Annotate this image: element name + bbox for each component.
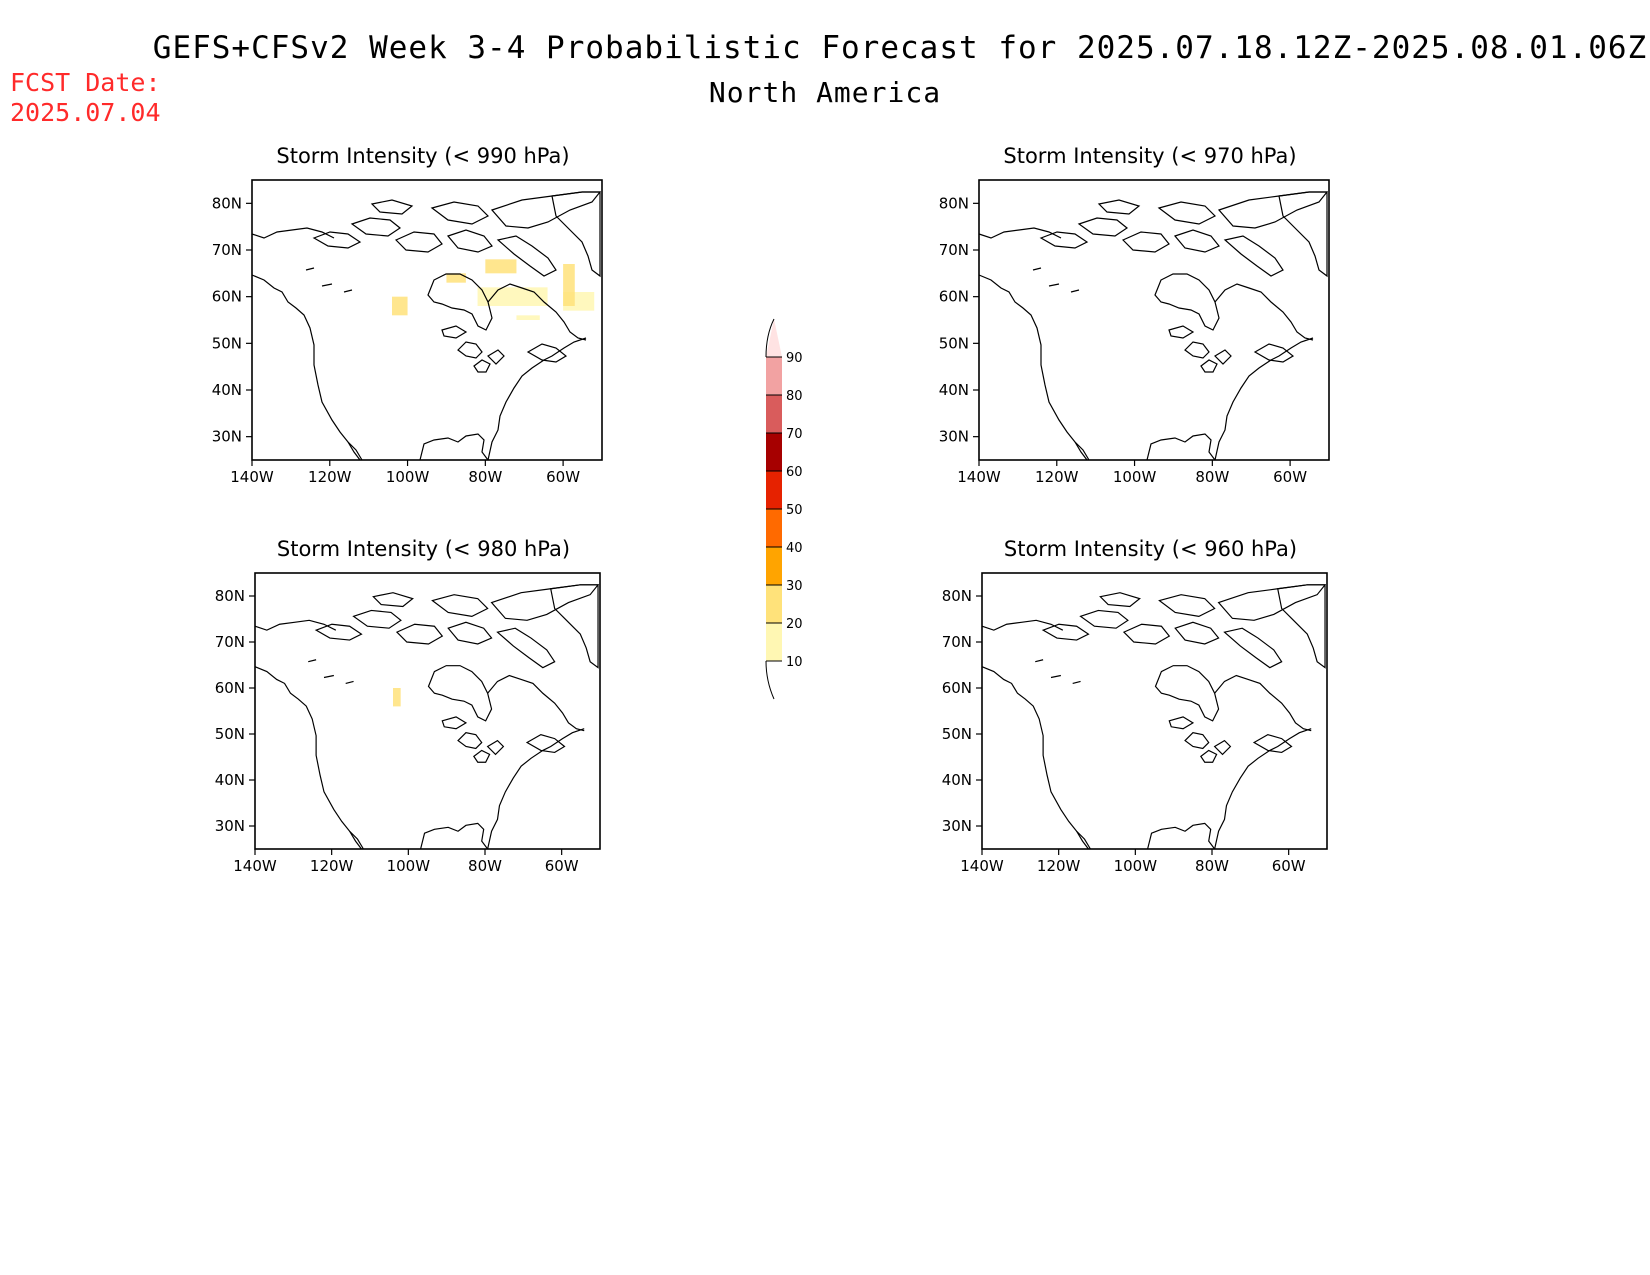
lon-tick-label: 100W bbox=[387, 857, 431, 875]
lat-tick-label: 60N bbox=[942, 679, 972, 697]
lon-tick-label: 60W bbox=[1272, 857, 1306, 875]
lat-tick-label: 80N bbox=[942, 587, 972, 605]
map-frame bbox=[981, 572, 1328, 850]
colorbar-label: 70 bbox=[786, 427, 803, 442]
colorbar-label: 20 bbox=[786, 617, 803, 632]
colorbar-label: 90 bbox=[786, 351, 803, 366]
lat-tick-label: 70N bbox=[215, 633, 245, 651]
colorbar-label: 60 bbox=[786, 465, 803, 480]
panel-title: Storm Intensity (< 980 hPa) bbox=[277, 537, 570, 561]
lon-tick-label: 140W bbox=[230, 468, 274, 486]
lat-tick-label: 60N bbox=[939, 288, 969, 306]
probability-shade bbox=[446, 273, 466, 283]
lat-tick-label: 30N bbox=[215, 817, 245, 835]
lon-tick-label: 100W bbox=[1113, 468, 1157, 486]
lon-tick-label: 60W bbox=[1273, 468, 1307, 486]
lat-tick-label: 70N bbox=[939, 241, 969, 259]
lon-tick-label: 80W bbox=[1195, 468, 1229, 486]
map-frame bbox=[978, 179, 1330, 461]
lat-tick-label: 40N bbox=[939, 381, 969, 399]
lat-tick-label: 30N bbox=[942, 817, 972, 835]
colorbar-top-cap bbox=[766, 319, 782, 357]
colorbar: 90 80 70 60 50 40 30 20 10 bbox=[765, 318, 803, 700]
probability-shade bbox=[477, 287, 548, 306]
lon-tick-label: 60W bbox=[545, 857, 579, 875]
forecast-date-value: 2025.07.04 bbox=[10, 98, 161, 127]
map-panel-2: Storm Intensity (< 970 hPa) 140W 120W 100W 8… bbox=[939, 144, 1330, 486]
lon-tick-label: 120W bbox=[308, 468, 352, 486]
map-panel-3: Storm Intensity (< 980 hPa) 140W 120W 100W 8… bbox=[215, 537, 601, 875]
colorbar-edge bbox=[765, 660, 775, 700]
colorbar-box bbox=[766, 395, 782, 433]
forecast-date-label: FCST Date: bbox=[10, 68, 161, 97]
colorbar-label: 80 bbox=[786, 389, 803, 404]
probability-shade bbox=[393, 688, 401, 707]
page-title: GEFS+CFSv2 Week 3-4 Probabilistic Foreca… bbox=[152, 30, 1648, 66]
lon-tick-label: 100W bbox=[1114, 857, 1158, 875]
panel-title: Storm Intensity (< 990 hPa) bbox=[276, 144, 569, 168]
page-subtitle: North America bbox=[708, 76, 942, 109]
colorbar-box bbox=[766, 509, 782, 547]
lon-tick-label: 60W bbox=[546, 468, 580, 486]
lon-tick-label: 100W bbox=[386, 468, 430, 486]
lon-tick-label: 140W bbox=[960, 857, 1004, 875]
colorbar-box bbox=[766, 585, 782, 623]
lat-tick-label: 70N bbox=[942, 633, 972, 651]
colorbar-label: 30 bbox=[786, 579, 803, 594]
colorbar-label: 40 bbox=[786, 541, 803, 556]
lon-tick-label: 120W bbox=[1035, 468, 1079, 486]
lat-tick-label: 80N bbox=[939, 194, 969, 212]
map-frame bbox=[254, 572, 601, 850]
lon-tick-label: 80W bbox=[468, 857, 502, 875]
probability-shade bbox=[563, 264, 575, 306]
map-panel-1: Storm Intensity (< 990 hPa) 140W 120W 100W 8… bbox=[212, 144, 603, 486]
coastline bbox=[251, 191, 601, 461]
lon-tick-label: 120W bbox=[1037, 857, 1081, 875]
coastline bbox=[254, 584, 599, 850]
probability-shade bbox=[516, 315, 540, 320]
coastline bbox=[978, 191, 1328, 461]
lat-tick-label: 40N bbox=[215, 771, 245, 789]
lon-tick-label: 80W bbox=[1195, 857, 1229, 875]
lon-tick-label: 140W bbox=[233, 857, 277, 875]
lon-tick-label: 120W bbox=[310, 857, 354, 875]
lat-tick-label: 40N bbox=[942, 771, 972, 789]
colorbar-label: 50 bbox=[786, 503, 803, 518]
lat-tick-label: 80N bbox=[215, 587, 245, 605]
colorbar-edge bbox=[765, 318, 775, 358]
colorbar-box bbox=[766, 623, 782, 661]
lat-tick-label: 30N bbox=[212, 428, 242, 446]
forecast-date-block: FCST Date: 2025.07.04 bbox=[10, 68, 161, 128]
lon-tick-label: 80W bbox=[468, 468, 502, 486]
map-panel-4: Storm Intensity (< 960 hPa) 140W 120W 100W 8… bbox=[942, 537, 1328, 875]
colorbar-box bbox=[766, 357, 782, 395]
probability-shade bbox=[485, 259, 517, 274]
lat-tick-label: 60N bbox=[215, 679, 245, 697]
lat-tick-label: 60N bbox=[212, 288, 242, 306]
map-frame bbox=[251, 179, 603, 461]
lat-tick-label: 50N bbox=[215, 725, 245, 743]
lat-tick-label: 50N bbox=[212, 334, 242, 352]
probability-shade bbox=[392, 296, 408, 316]
panel-title: Storm Intensity (< 960 hPa) bbox=[1004, 537, 1297, 561]
coastline bbox=[981, 584, 1326, 850]
colorbar-box bbox=[766, 433, 782, 471]
lat-tick-label: 30N bbox=[939, 428, 969, 446]
lat-tick-label: 50N bbox=[939, 334, 969, 352]
lat-tick-label: 80N bbox=[212, 194, 242, 212]
lat-tick-label: 40N bbox=[212, 381, 242, 399]
lon-tick-label: 140W bbox=[957, 468, 1001, 486]
colorbar-box bbox=[766, 471, 782, 509]
panel-title: Storm Intensity (< 970 hPa) bbox=[1003, 144, 1296, 168]
colorbar-box bbox=[766, 547, 782, 585]
lat-tick-label: 70N bbox=[212, 241, 242, 259]
lat-tick-label: 50N bbox=[942, 725, 972, 743]
colorbar-label: 10 bbox=[786, 655, 803, 670]
